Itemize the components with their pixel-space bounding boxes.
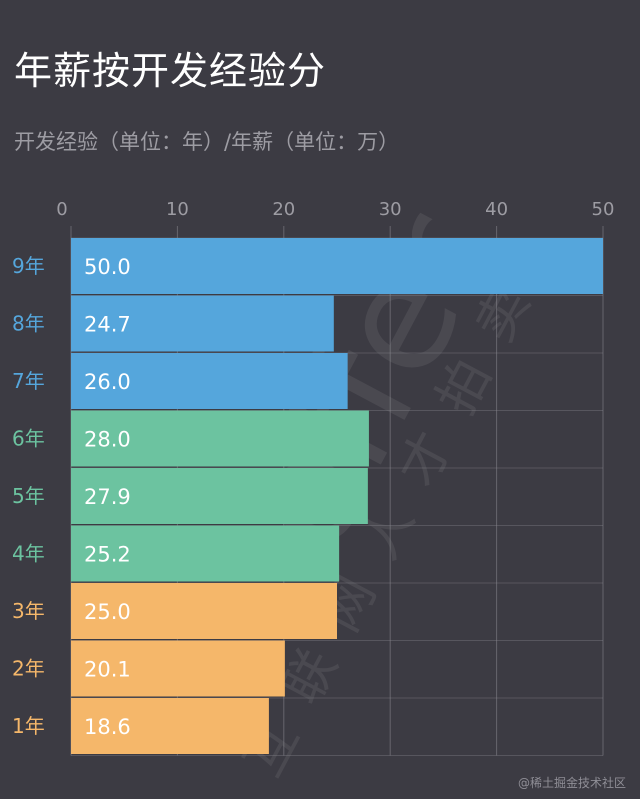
value-label: 50.0: [84, 255, 131, 279]
value-label: 26.0: [84, 370, 131, 394]
bar: [71, 295, 334, 352]
value-label: 28.0: [84, 428, 131, 452]
credit-watermark: @稀土掘金技术社区: [517, 776, 626, 790]
category-label: 7年: [12, 369, 45, 393]
x-tick-label: 0: [56, 199, 67, 220]
bar: [71, 640, 285, 697]
value-label: 20.1: [84, 658, 131, 682]
category-label: 8年: [12, 312, 45, 336]
x-tick-label: 10: [166, 199, 189, 220]
bar: [71, 468, 368, 524]
value-label: 27.9: [84, 485, 131, 509]
category-label: 1年: [12, 714, 45, 738]
value-label: 25.0: [84, 600, 131, 624]
category-labels: 9年 8年 7年 6年 5年 4年 3年 2年 1年: [12, 254, 45, 738]
bar: [71, 353, 348, 409]
x-tick-label: 30: [379, 199, 402, 220]
bar: [71, 238, 603, 294]
category-label: 4年: [12, 542, 45, 566]
value-labels: 50.0 24.7 26.0 28.0 27.9 25.2 25.0 20.1 18.6: [84, 255, 131, 739]
chart-title: 年薪按开发经验分: [14, 49, 327, 93]
bar: [71, 698, 269, 754]
chart-subtitle: 开发经验（单位：年）/年薪（单位：万）: [14, 130, 400, 154]
value-label: 24.7: [84, 313, 131, 337]
category-label: 3年: [12, 599, 45, 623]
value-label: 18.6: [84, 715, 131, 739]
bar: [71, 410, 369, 467]
x-tick-label: 20: [272, 199, 295, 220]
category-label: 6年: [12, 427, 45, 451]
x-tick-label: 40: [485, 199, 508, 220]
bar: [71, 525, 340, 582]
bar: [71, 583, 337, 639]
bars: [71, 238, 603, 754]
category-label: 5年: [12, 484, 45, 508]
category-label: 9年: [12, 254, 45, 278]
x-tick-label: 50: [592, 199, 615, 220]
value-label: 25.2: [84, 543, 131, 567]
category-label: 2年: [12, 657, 45, 681]
x-axis-ticks: 0 10 20 30 40 50: [56, 199, 614, 220]
